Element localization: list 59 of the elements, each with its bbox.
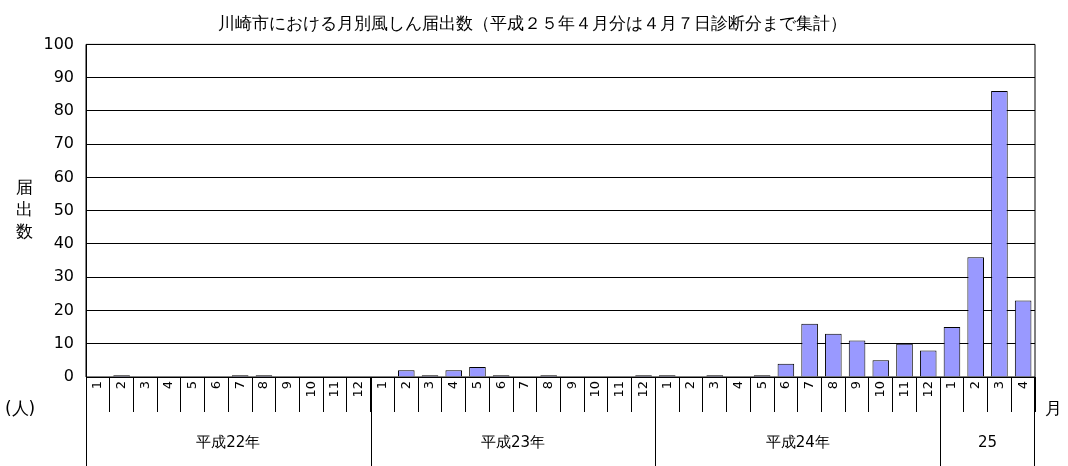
x-tick-label: 8 xyxy=(824,381,840,390)
x-tick-label: 6 xyxy=(207,381,223,390)
y-tick-label: 100 xyxy=(43,33,74,53)
x-tick-label: 4 xyxy=(160,381,176,390)
x-tick-label: 11 xyxy=(326,381,342,398)
x-tick-label: 7 xyxy=(516,381,532,390)
x-tick-label: 3 xyxy=(136,381,152,390)
x-tick-label: 1 xyxy=(943,381,959,390)
x-tick-label: 6 xyxy=(492,381,508,390)
y-tick-label: 70 xyxy=(53,133,74,153)
x-axis-title: 月 xyxy=(1044,398,1062,419)
x-tick-label: 12 xyxy=(634,381,650,398)
x-tick-label: 9 xyxy=(848,381,864,390)
y-tick-label: 20 xyxy=(53,299,74,319)
x-tick-label: 1 xyxy=(89,381,105,390)
x-tick-label: 9 xyxy=(563,381,579,390)
x-tick-label: 9 xyxy=(279,381,295,390)
x-tick-label: 10 xyxy=(587,381,603,398)
y-tick-label: 30 xyxy=(53,266,74,286)
x-tick-label: 7 xyxy=(800,381,816,390)
x-tick-label: 1 xyxy=(373,381,389,390)
x-tick-label: 8 xyxy=(540,381,556,390)
y-tick-label: 90 xyxy=(53,66,74,86)
text: (人) xyxy=(4,398,36,419)
x-tick-label: 1 xyxy=(658,381,674,390)
x-tick-label: 4 xyxy=(729,381,745,390)
x-tick-label: 2 xyxy=(967,381,983,390)
text: 平成24年 xyxy=(765,432,830,451)
x-tick-label: 11 xyxy=(611,381,627,398)
x-tick-label: 5 xyxy=(468,381,484,390)
y-tick-label: 0 xyxy=(63,366,74,386)
x-tick-label: 6 xyxy=(777,381,793,390)
y-tick-label: 50 xyxy=(53,199,74,219)
text: 平成22年 xyxy=(196,432,261,451)
x-tick-label: 3 xyxy=(706,381,722,390)
x-tick-label: 12 xyxy=(350,381,366,398)
y-tick-label: 40 xyxy=(53,233,74,253)
x-tick-label: 12 xyxy=(919,381,935,398)
x-tick-label: 8 xyxy=(255,381,271,390)
x-tick-label: 10 xyxy=(302,381,318,398)
y-axis-title: 届出数 xyxy=(15,177,33,242)
x-tick-label: 10 xyxy=(872,381,888,398)
text: 25 xyxy=(978,432,998,451)
x-tick-label: 4 xyxy=(445,381,461,390)
x-tick-label: 7 xyxy=(231,381,247,390)
y-tick-label: 80 xyxy=(53,100,74,120)
x-tick-label: 3 xyxy=(421,381,437,390)
x-tick-label: 5 xyxy=(753,381,769,390)
x-tick-label: 11 xyxy=(895,381,911,398)
x-tick-label: 2 xyxy=(682,381,698,390)
text: 平成23年 xyxy=(481,432,546,451)
chart-title: 川崎市における月別風しん届出数（平成２５年４月分は４月７日診断分まで集計） xyxy=(218,12,847,33)
x-tick-label: 4 xyxy=(1014,381,1030,390)
x-tick-label: 5 xyxy=(184,381,200,390)
x-tick-label: 2 xyxy=(112,381,128,390)
y-tick-label: 60 xyxy=(53,166,74,186)
x-tick-label: 2 xyxy=(397,381,413,390)
x-tick-label: 3 xyxy=(990,381,1006,390)
y-tick-label: 10 xyxy=(53,332,74,352)
